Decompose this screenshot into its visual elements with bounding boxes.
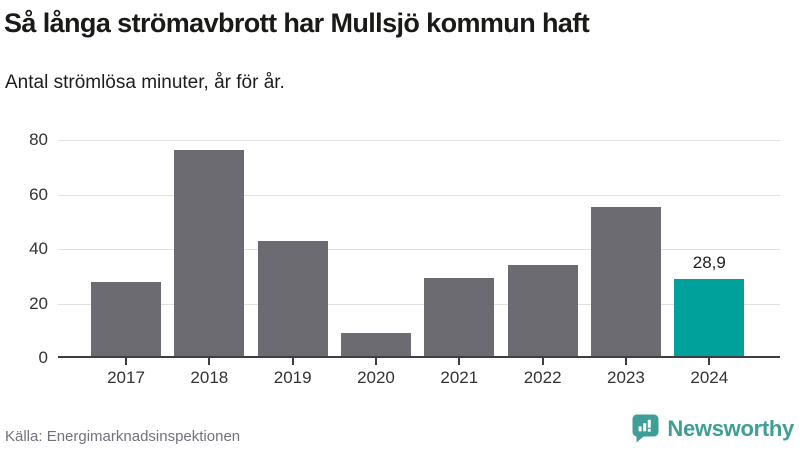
x-axis-tick-label: 2018 <box>190 368 229 387</box>
gridline <box>58 249 780 250</box>
gridline <box>58 194 780 196</box>
y-axis-tick-label: 80 <box>29 130 48 149</box>
bar-2019 <box>257 240 328 358</box>
y-axis-tick-label: 40 <box>29 239 48 258</box>
y-axis-tick-label: 60 <box>29 184 48 204</box>
bar-2021 <box>424 277 495 358</box>
newsworthy-chart-bubble-icon <box>632 414 659 443</box>
highlight-value-label: 28,9 <box>692 253 726 273</box>
x-axis-tick <box>458 358 461 365</box>
x-axis-tick-label: 2020 <box>357 368 395 387</box>
x-axis-tick-label: 2017 <box>107 368 145 387</box>
y-axis-tick-label: 0 <box>38 348 48 367</box>
x-axis-tick <box>208 358 211 365</box>
source-text: Källa: Energimarknadsinspektionen <box>5 428 241 445</box>
x-axis-tick <box>291 358 294 365</box>
bar-2024 <box>674 279 745 358</box>
x-axis-tick <box>708 358 711 365</box>
newsworthy-logo-text: Newsworthy <box>667 415 794 441</box>
x-axis-tick-label: 2022 <box>523 368 562 387</box>
plot-area: 2017 2018 2019 2020 2021 2022 2023 2024 28,9 <box>58 140 780 387</box>
x-axis-tick <box>374 358 377 365</box>
x-axis-tick-label: 2019 <box>273 368 312 387</box>
x-axis-tick-label: 2024 <box>690 368 729 387</box>
x-axis-tick <box>624 358 627 365</box>
page-subtitle: Antal strömlösa minuter, år för år. <box>5 72 285 93</box>
x-axis-tick-label: 2023 <box>607 368 645 387</box>
newsworthy-logo[interactable]: Newsworthy <box>632 414 794 443</box>
y-axis-tick-label: 20 <box>29 293 48 313</box>
bar-2020 <box>340 333 411 358</box>
bar-2018 <box>174 149 245 358</box>
gridline <box>58 303 780 305</box>
x-axis-tick <box>125 358 127 365</box>
gridline <box>58 140 780 141</box>
y-axis: 0 20 40 60 80 <box>0 130 48 367</box>
x-axis-line <box>58 356 780 358</box>
page-title: Så långa strömavbrott har Mullsjö kommun… <box>4 8 590 38</box>
bar-2017 <box>91 281 161 358</box>
x-axis-tick-label: 2021 <box>440 368 479 387</box>
x-axis-tick <box>541 358 544 365</box>
bar-2023 <box>590 206 661 358</box>
bar-2022 <box>507 265 578 358</box>
